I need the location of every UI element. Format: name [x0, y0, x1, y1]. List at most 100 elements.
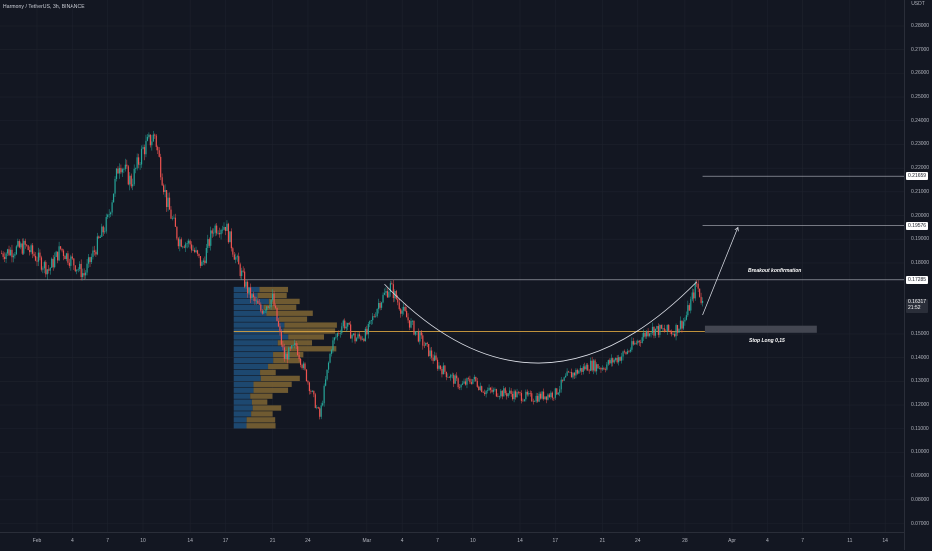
- price-chart-pane[interactable]: [0, 0, 904, 532]
- candle: [444, 364, 446, 375]
- candle: [594, 358, 596, 373]
- candle: [354, 330, 356, 344]
- candle: [675, 323, 677, 341]
- price-tick-label: 0.11000: [911, 425, 929, 432]
- candle: [99, 235, 101, 239]
- candle: [486, 387, 489, 394]
- candle: [170, 206, 172, 220]
- symbol-title[interactable]: Harmony / TetherUS, 3h, BINANCE: [3, 4, 85, 10]
- candle: [316, 405, 318, 410]
- volume-profile-bar-up: [233, 322, 285, 328]
- candle: [160, 153, 162, 181]
- time-tick-label: 28: [682, 538, 688, 544]
- candle: [34, 252, 37, 262]
- candle: [550, 390, 552, 400]
- candle: [567, 370, 570, 373]
- candle: [236, 254, 238, 262]
- candle: [20, 241, 22, 250]
- candle: [52, 255, 54, 271]
- candle: [516, 388, 518, 398]
- candle: [460, 383, 462, 391]
- candle: [500, 388, 502, 399]
- candle: [80, 259, 82, 281]
- candle: [186, 240, 188, 249]
- last-price-value: 0.16317: [908, 298, 927, 305]
- candle: [554, 387, 556, 400]
- cup-arc-drawing: [384, 281, 697, 364]
- volume-profile-bar-down: [263, 304, 297, 310]
- candle: [40, 255, 43, 272]
- volume-profile-bar-up: [233, 387, 254, 393]
- candle: [167, 192, 169, 212]
- candle: [473, 374, 475, 382]
- volume-profile-bar-up: [233, 399, 252, 405]
- candle: [459, 384, 461, 390]
- volume-profile-bar-up: [233, 304, 264, 310]
- candle: [310, 389, 312, 395]
- candle: [260, 302, 262, 313]
- candle: [378, 298, 380, 314]
- candle: [121, 167, 124, 177]
- candle: [638, 340, 640, 346]
- candle: [314, 392, 316, 409]
- candle: [581, 368, 583, 376]
- volume-profile-bar-up: [233, 405, 253, 411]
- candle: [274, 303, 277, 309]
- candle: [383, 288, 386, 296]
- candle: [469, 375, 471, 385]
- candle: [8, 245, 10, 257]
- candle: [9, 247, 12, 257]
- volume-profile-bar-down: [251, 411, 273, 417]
- candle: [380, 301, 383, 311]
- last-price-tag[interactable]: 0.16317 21:52: [906, 298, 929, 313]
- candle: [654, 328, 657, 338]
- candle: [613, 358, 615, 364]
- level-price-tag[interactable]: 0.21659: [906, 172, 929, 181]
- volume-profile-bar-up: [233, 310, 267, 316]
- candle: [207, 234, 209, 253]
- price-tick-label: 0.08000: [911, 496, 930, 503]
- candle: [600, 366, 602, 373]
- candle: [307, 380, 309, 385]
- price-tick-label: 0.21000: [911, 188, 930, 195]
- volume-profile-bar-up: [233, 286, 260, 293]
- price-tick-label: 0.22000: [911, 165, 930, 172]
- candle: [401, 306, 403, 317]
- candle: [161, 173, 163, 186]
- level-price-tag[interactable]: 0.17285: [906, 275, 929, 284]
- candle: [86, 259, 88, 276]
- candle: [4, 252, 6, 263]
- time-axis[interactable]: [0, 532, 904, 551]
- candle: [403, 303, 405, 315]
- candle: [241, 267, 243, 280]
- volume-profile-bar-down: [250, 393, 273, 399]
- candle: [525, 389, 527, 402]
- candle: [242, 266, 244, 273]
- candle: [183, 244, 185, 249]
- volume-profile-bar-down: [260, 369, 276, 376]
- candle: [332, 337, 334, 354]
- candle: [117, 166, 119, 174]
- stop-long-annotation[interactable]: Stop Long 0,15: [749, 338, 785, 344]
- candle: [352, 333, 355, 337]
- candle: [422, 332, 424, 350]
- candle: [448, 376, 450, 378]
- candle: [158, 147, 160, 158]
- candle: [623, 349, 626, 354]
- candle: [177, 237, 179, 249]
- candle: [276, 307, 278, 322]
- candle: [285, 349, 287, 359]
- price-axis[interactable]: [904, 0, 932, 550]
- candle: [232, 246, 234, 258]
- volume-profile-bar-up: [233, 328, 284, 334]
- breakout-annotation[interactable]: Breakout konfirmation: [748, 268, 802, 274]
- candle: [192, 245, 194, 251]
- candle: [610, 354, 612, 367]
- currency-label: USDT: [911, 1, 925, 7]
- candle: [373, 313, 375, 318]
- candle: [616, 355, 618, 364]
- candle: [151, 135, 153, 151]
- level-price-tag[interactable]: 0.19576: [906, 221, 929, 230]
- candle: [133, 164, 135, 187]
- candle: [45, 260, 47, 278]
